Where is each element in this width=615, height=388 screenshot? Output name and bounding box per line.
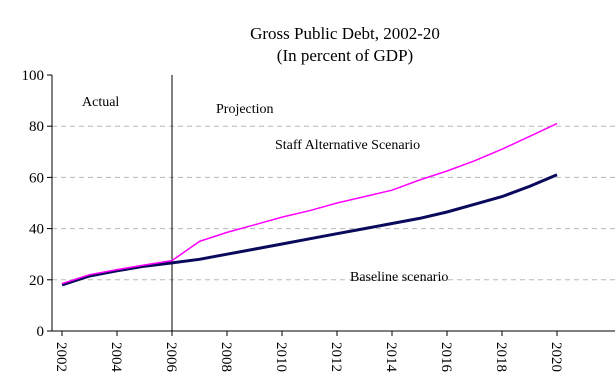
x-tick-label-2006: 2006 [163,342,179,373]
x-tick-label-2020: 2020 [548,342,564,372]
series-line-staff-alternative [61,122,558,285]
x-tick-label-2018: 2018 [493,342,509,372]
axes [51,75,615,332]
x-tick-label-2016: 2016 [438,342,454,373]
x-tick-label-2014: 2014 [383,342,399,373]
series-lines [61,122,558,287]
x-axis-ticks: 2002 2004 2006 2008 2010 2012 2014 2016 2018 2020 [53,331,564,373]
annotation-actual: Actual [82,95,119,110]
gridlines [52,125,615,281]
legend-label-baseline: Baseline scenario [350,270,448,285]
chart-subtitle: (In percent of GDP) [277,46,413,65]
x-tick-label-2012: 2012 [328,342,344,372]
legend-label-alternative: Staff Alternative Scenario [275,138,420,153]
x-tick-label-2002: 2002 [53,342,69,372]
series-line-baseline [61,173,558,287]
y-tick-label-0: 0 [37,324,45,340]
y-tick-label-100: 100 [22,68,45,84]
x-tick-label-2008: 2008 [218,342,234,372]
annotation-projection: Projection [216,102,274,117]
y-tick-label-20: 20 [29,273,44,289]
x-tick-label-2010: 2010 [273,342,289,372]
y-axis-ticks: 0 20 40 60 80 100 [22,68,52,340]
x-tick-label-2004: 2004 [108,342,124,373]
y-tick-label-80: 80 [29,119,44,135]
chart-title: Gross Public Debt, 2002-20 [250,24,440,43]
y-tick-label-60: 60 [29,170,44,186]
y-tick-label-40: 40 [29,222,44,238]
